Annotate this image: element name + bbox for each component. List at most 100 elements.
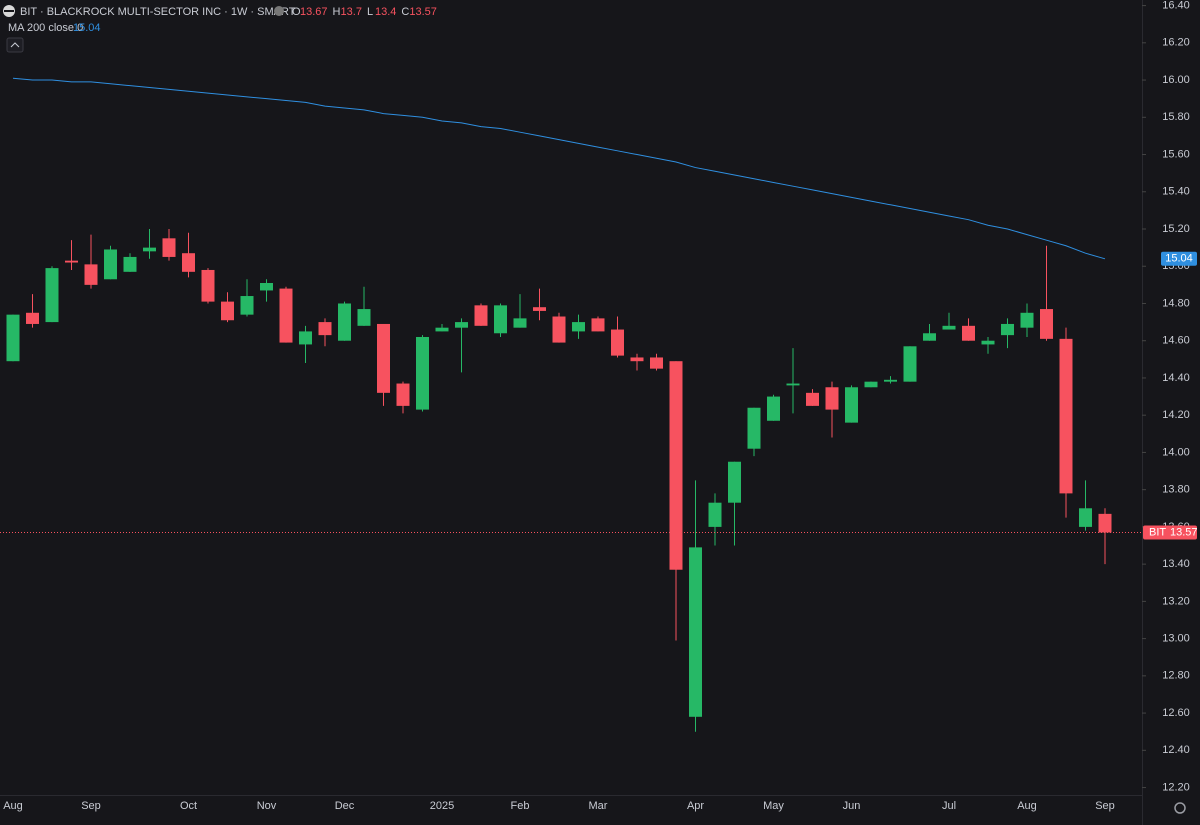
candle-body: [630, 357, 644, 362]
x-tick-label: Dec: [335, 800, 355, 812]
y-tick-label: 13.80: [1162, 484, 1190, 496]
candle-body: [708, 502, 722, 527]
candle-body: [1098, 513, 1112, 533]
candle-body: [825, 387, 839, 410]
ohlc-value: 13.67: [300, 6, 328, 18]
candle-body: [845, 387, 858, 423]
ma-badge-value: 15.04: [1165, 253, 1193, 265]
y-tick-label: 13.00: [1162, 633, 1190, 645]
candle-body: [513, 318, 527, 328]
y-tick-label: 14.60: [1162, 335, 1190, 347]
y-tick-label: 12.80: [1162, 670, 1190, 682]
price-badge-ticker: BIT: [1149, 526, 1166, 538]
y-tick-label: 14.40: [1162, 372, 1190, 384]
y-tick-label: 12.40: [1162, 744, 1190, 756]
y-tick-label: 12.60: [1162, 707, 1190, 719]
candle-body: [455, 322, 468, 328]
candle-body: [6, 314, 20, 362]
candle-body: [650, 357, 663, 369]
x-tick-label: Feb: [511, 800, 530, 812]
candle-body: [123, 256, 137, 272]
collapse-icon: [10, 42, 20, 48]
settings-button[interactable]: [1174, 802, 1186, 814]
ma-value: 15.04: [73, 22, 101, 34]
y-tick-label: 16.40: [1162, 0, 1190, 11]
x-tick-label: Nov: [257, 800, 277, 812]
x-tick-label: Aug: [1017, 800, 1037, 812]
candle-body: [104, 249, 117, 280]
candle-body: [279, 288, 293, 343]
candle-body: [338, 303, 351, 341]
candle-body: [864, 381, 878, 388]
x-tick-label: Jun: [843, 800, 861, 812]
candle-body: [182, 253, 195, 272]
candle-body: [474, 305, 488, 326]
ohlc-value: 13.4: [375, 6, 396, 18]
ohlc-label: O: [292, 6, 301, 18]
candle-body: [1059, 338, 1073, 494]
ohlc-value: 13.7: [341, 6, 362, 18]
candle-body: [767, 396, 780, 421]
candle-body: [942, 325, 956, 330]
candle-body: [318, 322, 332, 336]
ma-line: [12, 77, 1106, 260]
candle-body: [416, 336, 429, 410]
candle-body: [65, 260, 78, 263]
ohlc-header: O 13.67 H 13.7 L 13.4 C 13.57: [292, 6, 437, 18]
candle-body: [357, 309, 371, 326]
price-badge: [1143, 525, 1197, 540]
x-tick-label: Apr: [687, 800, 704, 812]
collapse-button[interactable]: [6, 37, 24, 53]
x-tick-label: Jul: [942, 800, 956, 812]
y-tick-label: 12.20: [1162, 781, 1190, 793]
candle-body: [260, 282, 273, 291]
candle-body: [806, 392, 819, 406]
candle-body: [201, 269, 215, 302]
x-tick-label: Sep: [81, 800, 101, 812]
y-tick-label: 13.20: [1162, 595, 1190, 607]
candle-body: [572, 322, 585, 332]
candle-body: [45, 268, 59, 323]
price-badge-value: 13.57: [1170, 526, 1198, 538]
candle-body: [728, 461, 741, 503]
y-tick-label: 15.20: [1162, 223, 1190, 235]
x-tick-label: Sep: [1095, 800, 1115, 812]
candle-body: [1001, 323, 1014, 336]
candle-body: [435, 327, 449, 332]
x-tick-label: Mar: [589, 800, 608, 812]
candle-body: [1040, 309, 1053, 339]
y-tick-label: 15.60: [1162, 148, 1190, 160]
candle-body: [143, 247, 156, 252]
ohlc-label: C: [401, 6, 409, 18]
ohlc-value: 13.57: [409, 6, 437, 18]
candle-body: [533, 307, 546, 311]
symbol-icon-bar: [4, 10, 14, 12]
candle-body: [1079, 508, 1092, 527]
candle-body: [669, 361, 683, 570]
candle-body: [981, 340, 995, 345]
y-tick-label: 15.80: [1162, 111, 1190, 123]
ohlc-label: H: [333, 6, 341, 18]
y-tick-label: 14.00: [1162, 446, 1190, 458]
y-tick-label: 16.00: [1162, 74, 1190, 86]
candle-body: [884, 379, 897, 382]
x-tick-label: May: [763, 800, 784, 812]
ohlc-label: L: [367, 6, 373, 18]
x-tick-label: Aug: [3, 800, 23, 812]
candle-body: [747, 407, 761, 449]
candle-body: [903, 346, 917, 382]
candle-body: [591, 318, 605, 332]
candle-body: [494, 305, 507, 334]
candle-body: [689, 547, 702, 717]
candle-body: [1020, 312, 1034, 328]
candle-body: [221, 301, 234, 321]
candle-body: [611, 329, 624, 356]
y-tick-label: 14.20: [1162, 409, 1190, 421]
y-tick-label: 14.80: [1162, 297, 1190, 309]
candle-body: [162, 238, 176, 257]
candle-body: [923, 333, 936, 341]
x-tick-label: 2025: [430, 800, 454, 812]
